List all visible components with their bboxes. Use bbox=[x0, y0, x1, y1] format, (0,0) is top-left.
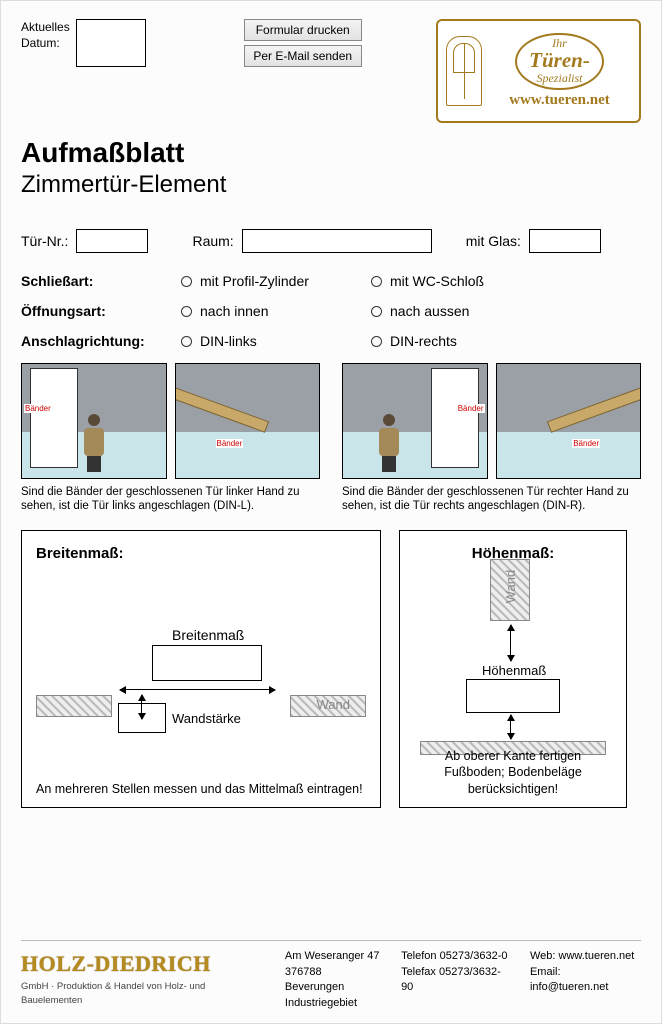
door-icon bbox=[446, 36, 482, 106]
footer-phone: Telefon 05273/3632-0 Telefax 05273/3632-… bbox=[401, 949, 512, 1011]
mit-glas-label: mit Glas: bbox=[466, 233, 521, 249]
web-2: Email: info@tueren.net bbox=[530, 965, 641, 996]
addr-1: Am Weseranger 47 bbox=[285, 949, 383, 964]
caption-left: Sind die Bänder der geschlossenen Tür li… bbox=[21, 485, 320, 514]
radio-text: mit Profil-Zylinder bbox=[200, 273, 309, 289]
addr-2: 376788 Beverungen bbox=[285, 965, 383, 996]
radio-icon bbox=[181, 306, 192, 317]
diagram-din-l-open: Bänder bbox=[175, 363, 321, 479]
baender-label: Bänder bbox=[216, 439, 244, 448]
footer: HOLZ-DIEDRICH GmbH · Produktion & Handel… bbox=[21, 940, 641, 1011]
addr-3: Industriegebiet bbox=[285, 996, 383, 1011]
wall-left-icon bbox=[36, 695, 112, 717]
breitenmass-note: An mehreren Stellen messen und das Mitte… bbox=[36, 781, 366, 797]
schliessart-label: Schließart: bbox=[21, 273, 181, 289]
date-block: Aktuelles Datum: bbox=[21, 19, 146, 67]
date-input[interactable] bbox=[76, 19, 146, 67]
raum-input[interactable] bbox=[242, 229, 432, 253]
radio-icon bbox=[181, 336, 192, 347]
phone-1: Telefon 05273/3632-0 bbox=[401, 949, 512, 964]
diagram-col-right: Bänder Bänder Sind die Bänder der geschl… bbox=[342, 363, 641, 514]
page-subtitle: Zimmertür-Element bbox=[21, 171, 641, 199]
radio-nach-aussen[interactable]: nach aussen bbox=[371, 303, 561, 319]
radio-profil-zylinder[interactable]: mit Profil-Zylinder bbox=[181, 273, 371, 289]
radio-text: DIN-links bbox=[200, 333, 257, 349]
baender-label: Bänder bbox=[24, 404, 52, 413]
field-row: Tür-Nr.: Raum: mit Glas: bbox=[21, 229, 641, 253]
hoehenmass-input[interactable] bbox=[466, 679, 560, 713]
wand-label-v: Wand bbox=[503, 570, 518, 603]
breitenmass-label: Breitenmaß bbox=[172, 627, 244, 643]
breitenmass-input[interactable] bbox=[152, 645, 262, 681]
diagram-din-l-closed: Bänder bbox=[21, 363, 167, 479]
baender-label: Bänder bbox=[457, 404, 485, 413]
diagram-pair: Bänder Bänder bbox=[342, 363, 641, 479]
diagram-pair: Bänder Bänder bbox=[21, 363, 320, 479]
diagram-din-r-closed: Bänder bbox=[342, 363, 488, 479]
date-label: Aktuelles Datum: bbox=[21, 19, 70, 51]
radio-wc-schloss[interactable]: mit WC-Schloß bbox=[371, 273, 561, 289]
radio-icon bbox=[371, 276, 382, 287]
tuer-nr-input[interactable] bbox=[76, 229, 148, 253]
hoehenmass-label: Höhenmaß bbox=[482, 663, 546, 678]
title-block: Aufmaßblatt Zimmertür-Element bbox=[21, 137, 641, 199]
web-1: Web: www.tueren.net bbox=[530, 949, 641, 964]
date-label-2: Datum: bbox=[21, 36, 60, 50]
caption-right: Sind die Bänder der geschlossenen Tür re… bbox=[342, 485, 641, 514]
radio-icon bbox=[181, 276, 192, 287]
logo-line3: Spezialist bbox=[529, 72, 590, 85]
thickness-arrow-icon bbox=[141, 695, 142, 719]
hoehenmass-box: Höhenmaß: Wand Höhenmaß Ab oberer Kante … bbox=[399, 530, 627, 808]
width-arrow-icon bbox=[120, 689, 275, 690]
logo-line2: Türen- bbox=[529, 49, 590, 71]
radio-text: nach innen bbox=[200, 303, 269, 319]
email-button[interactable]: Per E-Mail senden bbox=[244, 45, 362, 67]
header-row: Aktuelles Datum: Formular drucken Per E-… bbox=[21, 19, 641, 123]
oeffnungsart-label: Öffnungsart: bbox=[21, 303, 181, 319]
radio-icon bbox=[371, 306, 382, 317]
company-logo-text: HOLZ-DIEDRICH bbox=[21, 949, 267, 980]
date-label-1: Aktuelles bbox=[21, 20, 70, 34]
footer-company-col: HOLZ-DIEDRICH GmbH · Produktion & Handel… bbox=[21, 949, 267, 1011]
page-title: Aufmaßblatt bbox=[21, 137, 641, 169]
raum-label: Raum: bbox=[192, 233, 233, 249]
radio-text: mit WC-Schloß bbox=[390, 273, 484, 289]
breitenmass-title: Breitenmaß: bbox=[36, 545, 366, 562]
radio-nach-innen[interactable]: nach innen bbox=[181, 303, 371, 319]
height-arrow-bot-icon bbox=[510, 715, 511, 739]
diagram-din-r-open: Bänder bbox=[496, 363, 642, 479]
breitenmass-box: Breitenmaß: Breitenmaß Wand Wandstärke A… bbox=[21, 530, 381, 808]
radio-grid: Schließart: mit Profil-Zylinder mit WC-S… bbox=[21, 273, 641, 349]
wandstaerke-label: Wandstärke bbox=[172, 711, 241, 726]
logo-oval: Ihr Türen- Spezialist bbox=[515, 33, 604, 90]
diagram-row: Bänder Bänder Sind die Bänder der geschl… bbox=[21, 363, 641, 514]
radio-text: DIN-rechts bbox=[390, 333, 457, 349]
logo-text: Ihr Türen- Spezialist www.tueren.net bbox=[488, 33, 631, 109]
footer-web: Web: www.tueren.net Email: info@tueren.n… bbox=[530, 949, 641, 1011]
button-column: Formular drucken Per E-Mail senden bbox=[244, 19, 362, 67]
footer-address: Am Weseranger 47 376788 Beverungen Indus… bbox=[285, 949, 383, 1011]
baender-label: Bänder bbox=[572, 439, 600, 448]
radio-din-links[interactable]: DIN-links bbox=[181, 333, 371, 349]
radio-din-rechts[interactable]: DIN-rechts bbox=[371, 333, 561, 349]
anschlagrichtung-label: Anschlagrichtung: bbox=[21, 333, 181, 349]
company-subline: GmbH · Produktion & Handel von Holz- und… bbox=[21, 980, 267, 1007]
phone-2: Telefax 05273/3632-90 bbox=[401, 965, 512, 996]
radio-icon bbox=[371, 336, 382, 347]
height-arrow-top-icon bbox=[510, 625, 511, 661]
tuer-nr-label: Tür-Nr.: bbox=[21, 233, 68, 249]
radio-text: nach aussen bbox=[390, 303, 469, 319]
print-button[interactable]: Formular drucken bbox=[244, 19, 362, 41]
hoehenmass-note: Ab oberer Kante fertigen Fußboden; Boden… bbox=[414, 748, 612, 797]
mit-glas-input[interactable] bbox=[529, 229, 601, 253]
diagram-col-left: Bänder Bänder Sind die Bänder der geschl… bbox=[21, 363, 320, 514]
logo-url: www.tueren.net bbox=[509, 92, 610, 109]
brand-logo: Ihr Türen- Spezialist www.tueren.net bbox=[436, 19, 641, 123]
wand-label: Wand bbox=[317, 697, 350, 712]
measure-row: Breitenmaß: Breitenmaß Wand Wandstärke A… bbox=[21, 530, 641, 808]
